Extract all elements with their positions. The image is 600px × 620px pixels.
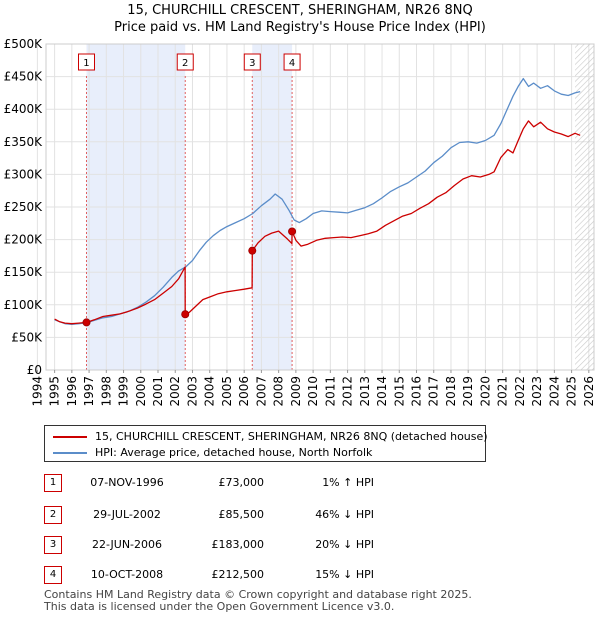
sale-hpi-change: 20% ↓ HPI	[315, 538, 374, 551]
legend: 15, CHURCHILL CRESCENT, SHERINGHAM, NR26…	[44, 425, 488, 462]
chart-title: 15, CHURCHILL CRESCENT, SHERINGHAM, NR26…	[127, 3, 473, 18]
x-tick-label: 1997	[82, 376, 96, 407]
sale-date: 10-OCT-2008	[90, 568, 164, 581]
sale-marker-label: 3	[249, 58, 255, 69]
x-tick-label: 1998	[99, 376, 113, 407]
sale-hpi-change: 15% ↓ HPI	[315, 568, 374, 581]
sale-row: 4 10-OCT-2008 £212,500 15% ↓ HPI	[44, 566, 444, 584]
sale-date: 22-JUN-2006	[91, 538, 163, 551]
sale-row: 2 29-JUL-2002 £85,500 46% ↓ HPI	[44, 506, 444, 524]
x-tick-label: 2000	[134, 376, 148, 407]
sale-number: 4	[44, 566, 62, 584]
y-tick-label: £450K	[4, 70, 44, 84]
y-tick-label: £350K	[4, 135, 44, 149]
chart-subtitle: Price paid vs. HM Land Registry's House …	[114, 20, 486, 35]
x-tick-label: 2009	[289, 376, 303, 407]
x-tick-label: 2023	[530, 376, 544, 407]
sale-price: £212,500	[211, 568, 265, 581]
x-tick-label: 2005	[220, 376, 234, 407]
sale-date: 29-JUL-2002	[93, 508, 161, 521]
x-tick-label: 2007	[254, 376, 268, 407]
x-tick-label: 2011	[323, 376, 337, 407]
y-tick-label: £400K	[4, 102, 44, 116]
x-tick-label: 2015	[392, 376, 406, 407]
sale-marker-label: 1	[83, 58, 89, 69]
sale-number: 3	[44, 536, 62, 554]
x-tick-label: 1996	[65, 376, 79, 407]
x-tick-label: 2012	[341, 376, 355, 407]
x-tick-label: 2001	[151, 376, 165, 407]
sale-marker-box	[243, 53, 261, 71]
x-tick-label: 2016	[410, 376, 424, 407]
x-tick-label: 2019	[461, 376, 475, 407]
x-tick-label: 2006	[237, 376, 251, 407]
legend-label-property: 15, CHURCHILL CRESCENT, SHERINGHAM, NR26…	[95, 430, 488, 443]
x-tick-label: 2014	[375, 376, 389, 407]
y-tick-label: £250K	[4, 200, 44, 214]
x-tick-label: 2003	[185, 376, 199, 407]
x-tick-label: 2017	[427, 376, 441, 407]
x-tick-label: 2010	[306, 376, 320, 407]
sale-price: £73,000	[218, 476, 265, 489]
chart-title-block: 15, CHURCHILL CRESCENT, SHERINGHAM, NR26…	[0, 2, 600, 36]
x-tick-label: 2013	[358, 376, 372, 407]
sale-point	[82, 318, 91, 327]
sale-marker-box	[77, 53, 95, 71]
y-tick-label: £500K	[4, 37, 44, 51]
y-tick-label: £300K	[4, 167, 44, 181]
sale-row: 1 07-NOV-1996 £73,000 1% ↑ HPI	[44, 474, 444, 492]
sale-number: 2	[44, 506, 62, 524]
x-tick-label: 2008	[272, 376, 286, 407]
sale-hpi-change: 46% ↓ HPI	[315, 508, 374, 521]
sale-point	[248, 246, 257, 255]
sale-point	[288, 227, 297, 236]
footer-line-2: This data is licensed under the Open Gov…	[44, 600, 395, 613]
price-chart: 1 2 3 4 £0 £50K £100K £150K £200K £250K £300K £350…	[4, 37, 596, 407]
legend-swatch-red	[53, 436, 87, 438]
x-tick-label: 2025	[565, 376, 579, 407]
legend-swatch-blue	[53, 452, 87, 454]
y-tick-label: £100K	[4, 298, 44, 312]
x-tick-label: 2024	[547, 376, 561, 407]
x-tick-label: 2026	[582, 376, 596, 407]
x-tick-label: 2020	[478, 376, 492, 407]
sale-number: 1	[44, 474, 62, 492]
x-tick-label: 2002	[168, 376, 182, 407]
forecast-hatch	[575, 44, 594, 370]
y-tick-label: £0	[27, 363, 42, 377]
x-tick-label: 1999	[117, 376, 131, 407]
legend-label-hpi: HPI: Average price, detached house, Nort…	[95, 446, 373, 459]
property-price-line	[54, 120, 581, 325]
plot-frame	[45, 43, 595, 371]
x-tick-label: 2021	[496, 376, 510, 407]
y-tick-label: £200K	[4, 233, 44, 247]
hpi-line	[54, 77, 581, 326]
sale-price: £183,000	[211, 538, 265, 551]
y-tick-label: £50K	[11, 330, 43, 344]
sale-marker-box	[283, 53, 301, 71]
footer: Contains HM Land Registry data © Crown c…	[44, 589, 472, 613]
sale-price: £85,500	[218, 508, 265, 521]
sale-date: 07-NOV-1996	[90, 476, 164, 489]
sale-point	[181, 310, 190, 319]
sale-marker-label: 2	[182, 58, 188, 69]
sale-marker-label: 4	[289, 58, 295, 69]
x-tick-label: 2004	[203, 376, 217, 407]
x-tick-label: 2022	[513, 376, 527, 407]
x-tick-label: 1995	[48, 376, 62, 407]
sale-hpi-change: 1% ↑ HPI	[322, 476, 374, 489]
y-tick-label: £150K	[4, 265, 44, 279]
sale-marker-box	[176, 53, 194, 71]
sale-row: 3 22-JUN-2006 £183,000 20% ↓ HPI	[44, 536, 444, 554]
x-tick-label: 1994	[30, 376, 44, 407]
x-tick-label: 2018	[444, 376, 458, 407]
footer-line-1: Contains HM Land Registry data © Crown c…	[44, 588, 472, 601]
